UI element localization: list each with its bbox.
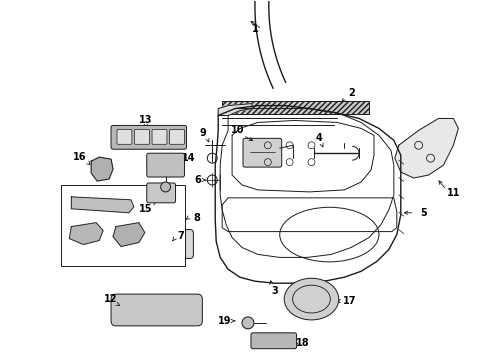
Text: 10: 10 [231,125,245,135]
Polygon shape [218,104,252,116]
Text: 15: 15 [139,204,152,214]
Text: 4: 4 [316,133,323,143]
Text: 3: 3 [271,286,278,296]
Text: 9: 9 [200,129,207,138]
Ellipse shape [284,278,339,320]
Text: 1: 1 [251,24,258,34]
Polygon shape [395,118,458,178]
Text: 6: 6 [194,175,201,185]
Circle shape [242,317,254,329]
FancyBboxPatch shape [243,138,282,167]
Bar [61,185,185,266]
Text: 13: 13 [139,116,152,126]
Text: 18: 18 [296,338,309,348]
Circle shape [161,182,171,192]
Text: 5: 5 [420,208,427,218]
FancyBboxPatch shape [170,129,184,144]
Text: 8: 8 [193,213,200,223]
Polygon shape [91,157,113,181]
FancyBboxPatch shape [111,125,187,149]
Text: 19: 19 [219,316,232,326]
FancyBboxPatch shape [147,183,175,203]
Text: 17: 17 [343,296,356,306]
Text: 7: 7 [177,230,184,240]
FancyBboxPatch shape [93,230,194,258]
FancyBboxPatch shape [152,129,167,144]
FancyBboxPatch shape [251,333,296,349]
Polygon shape [72,197,134,213]
FancyBboxPatch shape [117,129,132,144]
FancyBboxPatch shape [135,129,149,144]
Polygon shape [70,223,103,244]
Text: 11: 11 [446,188,460,198]
Polygon shape [113,223,145,247]
FancyBboxPatch shape [147,153,184,177]
Text: 14: 14 [182,153,195,163]
FancyBboxPatch shape [111,294,202,326]
Text: 16: 16 [73,152,86,162]
Bar [222,100,369,113]
Text: 12: 12 [104,294,118,304]
Text: 2: 2 [348,88,355,98]
